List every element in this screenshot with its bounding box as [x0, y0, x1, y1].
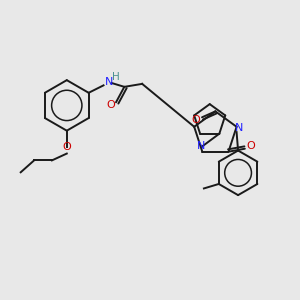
Text: N: N — [105, 77, 113, 87]
Text: N: N — [197, 141, 206, 151]
Text: O: O — [246, 141, 255, 151]
Text: N: N — [236, 123, 244, 133]
Text: H: H — [112, 72, 120, 82]
Text: O: O — [106, 100, 115, 110]
Text: O: O — [192, 115, 200, 125]
Text: O: O — [62, 142, 71, 152]
